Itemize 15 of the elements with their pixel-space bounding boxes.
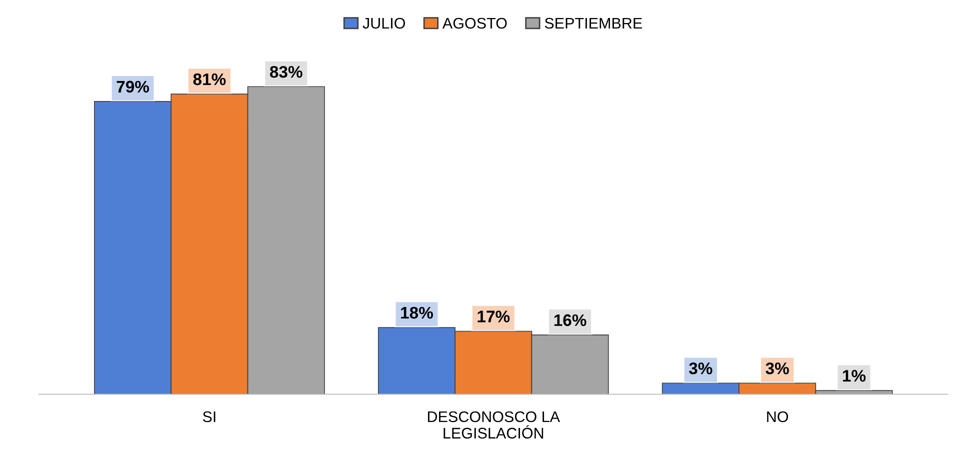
legend-label: AGOSTO [442,18,507,29]
legend-label: JULIO [362,18,406,29]
data-label: 3% [689,362,712,374]
x-tick-label: DESCONOSCO LA LEGISLACIÓN [428,411,560,439]
data-label: 1% [842,370,866,382]
data-label: 16% [554,314,586,326]
data-label: 18% [401,306,433,319]
x-tick-label: NO [767,411,788,422]
data-label: 3% [766,362,789,374]
x-tick-label: SI [202,411,216,422]
legend-label: SEPTIEMBRE [544,18,642,29]
data-label: 79% [116,80,150,93]
data-label: 17% [478,310,510,322]
data-label: 83% [270,66,302,78]
data-label: 81% [193,73,226,86]
